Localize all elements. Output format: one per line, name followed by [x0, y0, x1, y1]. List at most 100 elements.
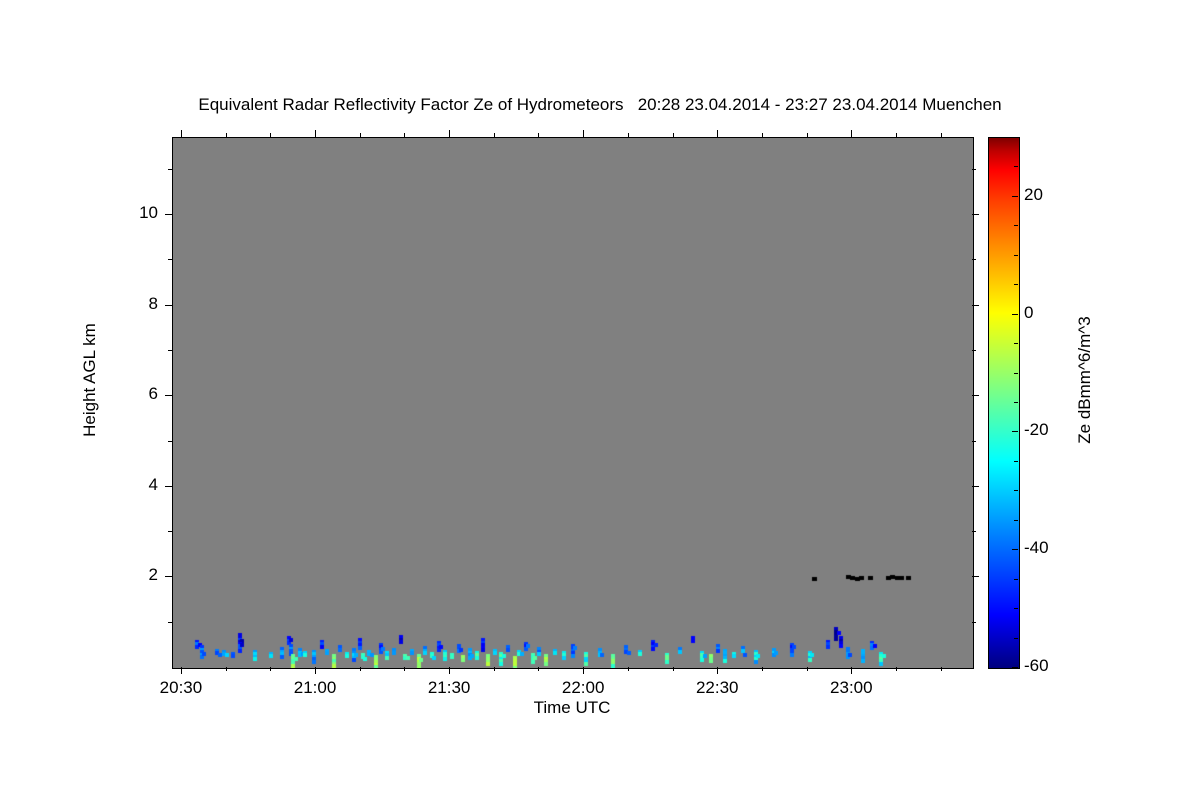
y-major-tick: [165, 304, 172, 306]
x-minor-tick: [672, 667, 674, 671]
colorbar-major-tick: [1012, 667, 1018, 668]
colorbar-major-tick: [1012, 431, 1018, 433]
x-major-tick-top: [180, 130, 182, 137]
y-axis-title: Height AGL km: [80, 323, 99, 437]
x-tick-label: 23:00: [830, 678, 873, 697]
y-minor-tick: [168, 168, 172, 170]
x-minor-tick-top: [359, 133, 361, 137]
colorbar-minor-tick: [1014, 490, 1018, 492]
y-minor-tick-right: [972, 440, 976, 442]
y-minor-tick: [168, 259, 172, 261]
x-major-tick-top: [449, 130, 451, 137]
colorbar-minor-tick: [1014, 460, 1018, 462]
y-tick-label: 4: [148, 474, 158, 494]
x-major-tick-top: [315, 130, 317, 137]
colorbar-tick-label: -40: [1024, 538, 1049, 558]
y-minor-tick-right: [972, 621, 976, 623]
colorbar-major-tick: [1012, 195, 1018, 197]
y-minor-tick: [168, 531, 172, 533]
x-minor-tick-top: [761, 133, 763, 137]
y-tick-label: 2: [148, 565, 158, 585]
y-major-tick-right: [972, 214, 979, 215]
x-major-tick-top: [583, 130, 585, 137]
y-tick-label: 8: [148, 293, 158, 313]
page-title: Equivalent Radar Reflectivity Factor Ze …: [198, 95, 1002, 114]
x-minor-tick-top: [493, 133, 495, 137]
x-minor-tick-top: [270, 133, 272, 137]
x-minor-tick: [940, 667, 942, 671]
x-major-tick: [315, 667, 317, 674]
colorbar-minor-tick: [1014, 343, 1018, 345]
y-minor-tick-right: [972, 259, 976, 261]
y-major-tick: [165, 485, 172, 487]
x-major-tick: [851, 667, 853, 674]
x-tick-label: 20:30: [159, 678, 203, 697]
x-major-tick-top: [851, 130, 853, 137]
x-minor-tick-top: [225, 133, 227, 137]
x-minor-tick: [761, 667, 763, 671]
x-minor-tick-top: [672, 133, 674, 137]
colorbar-title: Ze dBmm^6/m^3: [1075, 316, 1094, 444]
y-major-tick-right: [972, 576, 979, 578]
y-tick-label: 10: [139, 203, 158, 222]
y-minor-tick-right: [972, 349, 976, 351]
colorbar-minor-tick: [1014, 284, 1018, 286]
x-minor-tick: [627, 667, 629, 671]
x-major-tick: [449, 667, 451, 674]
x-minor-tick-top: [538, 133, 540, 137]
colorbar-minor-tick: [1014, 225, 1018, 227]
x-tick-label: 22:30: [695, 678, 739, 697]
x-axis-title: Time UTC: [533, 698, 611, 717]
colorbar-minor-tick: [1014, 637, 1018, 639]
colorbar: [988, 137, 1020, 669]
y-minor-tick: [168, 440, 172, 442]
y-major-tick-right: [972, 485, 979, 487]
x-major-tick: [717, 667, 719, 674]
colorbar-minor-tick: [1014, 372, 1018, 374]
colorbar-minor-tick: [1014, 402, 1018, 403]
y-minor-tick-right: [972, 168, 976, 170]
x-minor-tick: [404, 667, 406, 671]
x-minor-tick: [806, 667, 808, 671]
y-tick-label: 6: [148, 384, 158, 404]
y-major-tick: [165, 214, 172, 215]
colorbar-minor-tick: [1014, 166, 1018, 168]
x-tick-label: 21:30: [427, 678, 471, 697]
y-major-tick: [165, 395, 172, 397]
colorbar-major-tick: [1012, 549, 1018, 551]
colorbar-major-tick: [1012, 313, 1018, 315]
colorbar-minor-tick: [1014, 254, 1018, 256]
colorbar-minor-tick: [1014, 519, 1018, 521]
x-minor-tick: [493, 667, 495, 671]
x-minor-tick: [359, 667, 361, 671]
x-major-tick-top: [717, 130, 719, 137]
x-minor-tick-top: [940, 133, 942, 137]
radar-data-canvas: [173, 138, 973, 668]
x-minor-tick-top: [404, 133, 406, 137]
colorbar-tick-label: -60: [1024, 656, 1049, 675]
x-minor-tick-top: [627, 133, 629, 137]
x-minor-tick: [896, 667, 898, 671]
colorbar-minor-tick: [1014, 608, 1018, 610]
y-major-tick: [165, 576, 172, 578]
y-minor-tick: [168, 621, 172, 623]
x-minor-tick: [225, 667, 227, 671]
x-minor-tick: [538, 667, 540, 671]
x-minor-tick-top: [806, 133, 808, 137]
plot-area: [172, 137, 974, 669]
colorbar-tick-label: -20: [1024, 420, 1049, 440]
x-minor-tick-top: [896, 133, 898, 137]
y-major-tick-right: [972, 395, 979, 397]
colorbar-minor-tick: [1014, 578, 1018, 580]
x-minor-tick: [270, 667, 272, 671]
colorbar-tick-label: 0: [1024, 302, 1034, 322]
x-major-tick: [180, 667, 182, 674]
y-minor-tick: [168, 349, 172, 351]
y-major-tick-right: [972, 304, 979, 306]
x-tick-label: 22:00: [561, 678, 605, 697]
x-tick-label: 21:00: [293, 678, 337, 697]
y-minor-tick-right: [972, 531, 976, 533]
x-major-tick: [583, 667, 585, 674]
colorbar-tick-label: 20: [1024, 184, 1043, 204]
